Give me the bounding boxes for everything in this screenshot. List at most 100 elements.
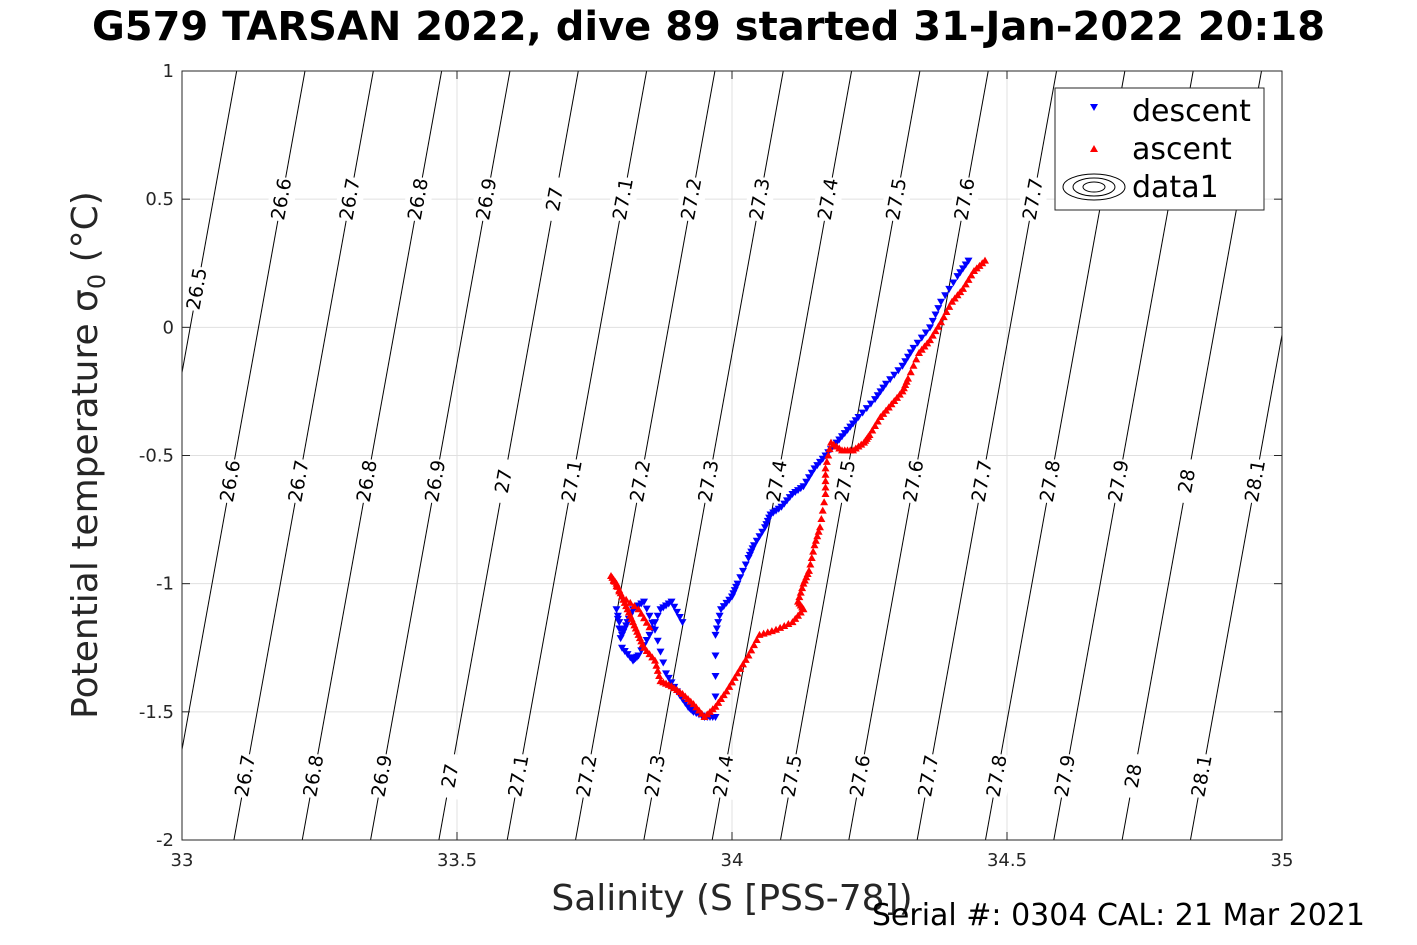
ascent-marker: [824, 451, 833, 459]
contour-label-bg: [606, 175, 641, 224]
ascent-marker: [945, 302, 954, 310]
descent-marker: [645, 612, 654, 620]
descent-marker: [712, 625, 721, 633]
ascent-marker: [970, 266, 978, 274]
descent-marker: [901, 358, 910, 366]
descent-marker: [667, 598, 676, 606]
y-tick-label: 0.5: [145, 189, 174, 210]
descent-marker: [715, 612, 724, 620]
chart-title: G579 TARSAN 2022, dive 89 started 31-Jan…: [91, 4, 1326, 50]
ascent-marker: [739, 660, 747, 668]
descent-marker: [879, 384, 888, 392]
descent-marker: [642, 637, 651, 645]
contour-label-bg: [897, 457, 931, 506]
descent-marker: [913, 339, 922, 347]
legend-box: [1054, 87, 1265, 211]
ascent-marker: [964, 275, 973, 283]
descent-marker: [678, 619, 687, 627]
descent-marker: [931, 311, 940, 319]
contour-label-bg: [333, 175, 367, 224]
descent-marker: [921, 329, 930, 337]
contour-label-bg: [638, 751, 673, 800]
ascent-marker: [653, 666, 662, 674]
contour-labels: 26.6 26.7 26.8 26.9 27 27.1 27.2 27.3 27.4 27.5 27…: [180, 175, 1273, 800]
descent-marker: [656, 648, 665, 656]
x-tick-label: 34: [721, 850, 744, 871]
ascent-marker: [942, 307, 951, 315]
y-axis-label-subscript: 0: [83, 273, 111, 290]
descent-marker: [904, 353, 912, 361]
contour-line: [1189, 332, 1282, 840]
contour-label-bg: [365, 751, 399, 800]
contour-label-bg: [487, 457, 521, 506]
ascent-marker: [799, 579, 808, 587]
ascent-marker: [615, 587, 624, 595]
descent-marker: [926, 324, 934, 332]
descent-marker: [651, 619, 659, 627]
contour-label-bg: [418, 457, 453, 506]
descent-marker: [634, 652, 643, 660]
descent-marker: [807, 469, 816, 477]
y-tick-label: 1: [163, 61, 174, 82]
contour-label-bg: [502, 751, 536, 800]
descent-marker: [761, 524, 769, 532]
contour-label-bg: [879, 175, 914, 224]
descent-marker: [664, 674, 673, 682]
descent-marker: [802, 478, 811, 486]
ascent-marker: [809, 547, 818, 555]
ascent-marker: [618, 592, 626, 600]
ascent-marker: [827, 438, 835, 446]
descent-marker: [653, 612, 662, 620]
contour-label-bg: [213, 457, 248, 506]
contour-label-bg: [843, 751, 878, 800]
descent-marker: [675, 613, 684, 621]
ascent-marker: [948, 297, 956, 305]
ascent-marker: [825, 445, 834, 453]
contour-label-bg: [775, 751, 809, 800]
ascent-marker: [814, 527, 823, 535]
ascent-marker: [810, 541, 819, 549]
contour-label-bg: [743, 175, 777, 224]
ascent-marker: [637, 609, 646, 617]
ascent-marker: [937, 318, 945, 326]
descent-marker: [711, 652, 720, 660]
ascent-marker: [821, 489, 830, 497]
descent-marker: [886, 376, 895, 384]
ascent-marker: [784, 620, 793, 628]
descent-marker: [670, 603, 679, 611]
descent-marker: [662, 670, 670, 678]
descent-marker: [805, 474, 813, 482]
contour-label-bg: [282, 457, 316, 506]
legend-ascent-marker: [1090, 145, 1098, 152]
y-tick-label: -2: [156, 830, 174, 851]
contour-label-bg: [707, 751, 741, 800]
ascent-marker: [813, 532, 822, 540]
descent-marker: [937, 298, 945, 306]
ascent-marker: [818, 506, 827, 514]
contour-label-bg: [828, 457, 863, 506]
contour-label-bg: [1033, 457, 1068, 506]
y-axis-label-main: Potential temperature: [65, 311, 106, 719]
ascent-marker: [725, 682, 734, 690]
descent-marker: [810, 465, 819, 473]
contour-label-bg: [228, 751, 263, 800]
contour-label: 27: [542, 185, 568, 213]
ascent-marker: [876, 413, 885, 421]
x-tick-label: 35: [1271, 850, 1294, 871]
ascent-marker: [796, 588, 805, 596]
y-axis-label: Potential temperature σ0 (°C): [65, 191, 111, 719]
ascent-marker: [967, 271, 976, 279]
ascent-series: [607, 256, 989, 720]
descent-marker: [871, 396, 879, 404]
contour-label-bg: [674, 175, 709, 224]
serial-calibration-note: Serial #: 0304 CAL: 21 Mar 2021: [871, 898, 1365, 933]
y-axis-label-unit: (°C): [65, 191, 106, 274]
y-tick-label: 0: [163, 317, 174, 338]
ascent-marker: [609, 577, 618, 585]
ascent-marker: [915, 348, 923, 356]
ascent-marker: [645, 623, 654, 631]
descent-marker: [964, 257, 973, 265]
ascent-marker: [752, 636, 761, 644]
ascent-marker: [816, 523, 824, 531]
